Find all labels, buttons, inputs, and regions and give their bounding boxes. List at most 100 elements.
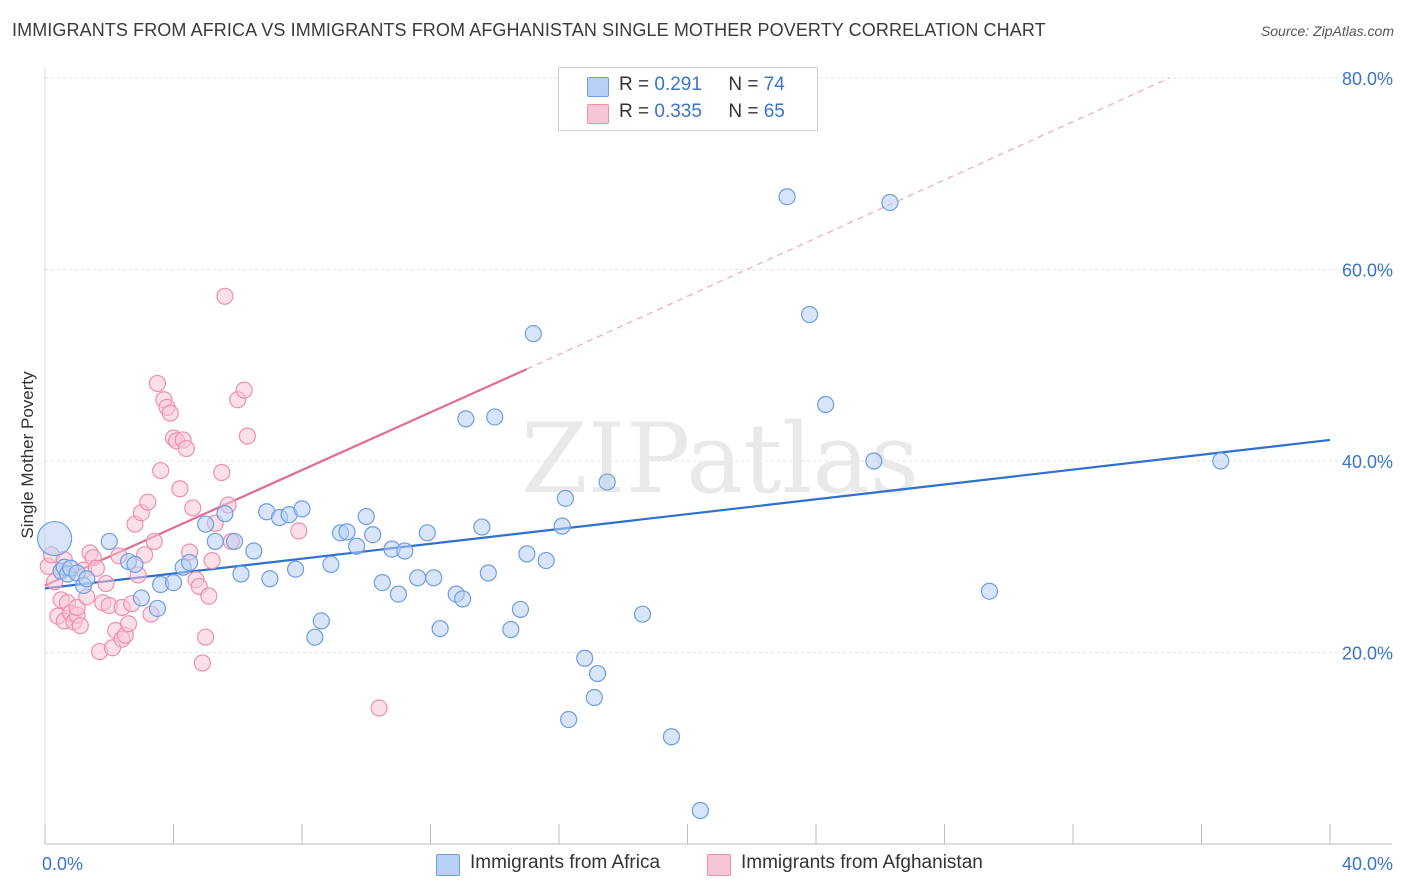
africa-point-22 xyxy=(245,542,263,560)
africa-point-19 xyxy=(216,505,234,523)
africa-point-34 xyxy=(348,537,366,555)
africa-point-51 xyxy=(502,620,520,639)
afghanistan-point-11 xyxy=(68,598,86,617)
afghanistan-trend-line xyxy=(44,368,528,587)
africa-point-46 xyxy=(454,590,472,608)
afghanistan-legend-label: Immigrants from Afghanistan xyxy=(741,852,983,873)
afghanistan-point-61 xyxy=(235,381,253,399)
africa-point-42 xyxy=(418,524,436,542)
africa-point-61 xyxy=(588,664,607,683)
africa-point-58 xyxy=(560,710,578,729)
africa-n-value: 74 xyxy=(763,74,785,95)
tick-labels: 20.0% 40.0% 60.0% 80.0% 0.0% 40.0% xyxy=(42,69,1393,874)
x-tick-label-min: 0.0% xyxy=(42,854,83,874)
africa-point-60 xyxy=(585,688,603,707)
afghanistan-point-36 xyxy=(145,532,163,551)
afghanistan-point-46 xyxy=(177,439,195,458)
africa-point-14 xyxy=(164,574,183,592)
y-tick-label-20: 20.0% xyxy=(1342,644,1393,664)
africa-r-value: 0.291 xyxy=(654,74,702,95)
trend-lines xyxy=(44,77,1331,590)
africa-n-label: N = xyxy=(728,74,759,95)
africa-point-69 xyxy=(865,452,883,470)
africa-point-37 xyxy=(373,574,391,592)
africa-point-43 xyxy=(425,569,443,587)
africa-point-71 xyxy=(980,582,999,600)
africa-point-33 xyxy=(338,523,356,541)
africa-r-label: R = xyxy=(619,74,650,95)
africa-point-53 xyxy=(518,545,536,563)
afghanistan-trend-extension xyxy=(526,77,1170,370)
africa-point-63 xyxy=(633,605,652,623)
africa-trend-line xyxy=(44,438,1331,590)
afghanistan-point-63 xyxy=(290,522,308,540)
africa-point-64 xyxy=(662,728,681,746)
afghanistan-point-48 xyxy=(184,499,202,517)
source-credit: Source: ZipAtlas.com xyxy=(1260,23,1394,39)
watermark: ZIPatlas xyxy=(521,403,919,515)
africa-point-44 xyxy=(431,619,449,638)
y-tick-label-40: 40.0% xyxy=(1342,452,1393,472)
africa-point-54 xyxy=(524,325,542,343)
africa-point-35 xyxy=(357,507,375,526)
africa-point-36 xyxy=(364,526,382,544)
afghanistan-n-value: 65 xyxy=(763,101,785,122)
africa-point-56 xyxy=(553,517,571,535)
africa-point-50 xyxy=(486,408,504,426)
africa-point-0 xyxy=(37,520,73,557)
africa-point-67 xyxy=(800,305,819,324)
africa-point-24 xyxy=(261,570,279,588)
afghanistan-legend-swatch xyxy=(707,854,731,876)
africa-point-57 xyxy=(556,489,575,507)
africa-point-28 xyxy=(293,500,311,518)
africa-point-11 xyxy=(132,589,150,607)
africa-point-49 xyxy=(479,564,497,582)
y-axis-label: Single Mother Poverty xyxy=(18,371,37,539)
afghanistan-point-44 xyxy=(171,480,189,498)
afghanistan-point-17 xyxy=(87,559,106,577)
afghanistan-point-20 xyxy=(97,574,115,593)
afghanistan-r-label: R = xyxy=(619,101,650,122)
africa-point-10 xyxy=(126,555,144,574)
africa-point-17 xyxy=(197,515,215,533)
africa-point-52 xyxy=(511,600,530,619)
africa-point-59 xyxy=(576,649,594,667)
axes xyxy=(44,68,1392,845)
chart-title: IMMIGRANTS FROM AFRICA VS IMMIGRANTS FRO… xyxy=(12,20,1046,40)
africa-point-62 xyxy=(598,473,616,491)
afghanistan-point-56 xyxy=(213,463,231,482)
africa-point-70 xyxy=(881,193,899,212)
africa-point-12 xyxy=(148,599,167,618)
data-points xyxy=(37,188,1230,820)
africa-point-55 xyxy=(537,551,555,570)
x-tick-label-max: 40.0% xyxy=(1342,854,1393,874)
africa-point-39 xyxy=(389,585,407,603)
africa-point-48 xyxy=(473,518,491,536)
afghanistan-point-62 xyxy=(238,427,256,445)
africa-point-16 xyxy=(180,553,199,572)
africa-swatch xyxy=(587,77,609,97)
africa-point-20 xyxy=(225,532,244,551)
afghanistan-point-37 xyxy=(148,374,167,393)
correlation-legend: R = 0.291 N = 74 R = 0.335 N = 65 xyxy=(558,67,818,131)
africa-point-8 xyxy=(100,532,118,551)
afghanistan-point-34 xyxy=(139,493,157,511)
afghanistan-point-51 xyxy=(193,654,212,672)
africa-point-40 xyxy=(396,542,414,560)
africa-point-72 xyxy=(1212,452,1230,470)
afghanistan-point-41 xyxy=(161,404,179,422)
afghanistan-point-12 xyxy=(71,617,89,635)
africa-point-47 xyxy=(457,410,475,428)
afghanistan-point-64 xyxy=(370,699,388,717)
africa-point-29 xyxy=(306,628,324,646)
y-tick-label-80: 80.0% xyxy=(1342,69,1393,89)
afghanistan-point-54 xyxy=(203,551,221,570)
africa-point-18 xyxy=(206,532,224,551)
afghanistan-n-label: N = xyxy=(728,101,759,122)
afghanistan-point-38 xyxy=(152,461,170,480)
afghanistan-r-value: 0.335 xyxy=(654,101,702,122)
africa-point-41 xyxy=(409,569,427,587)
afghanistan-point-57 xyxy=(216,287,234,305)
afghanistan-point-52 xyxy=(197,628,215,646)
